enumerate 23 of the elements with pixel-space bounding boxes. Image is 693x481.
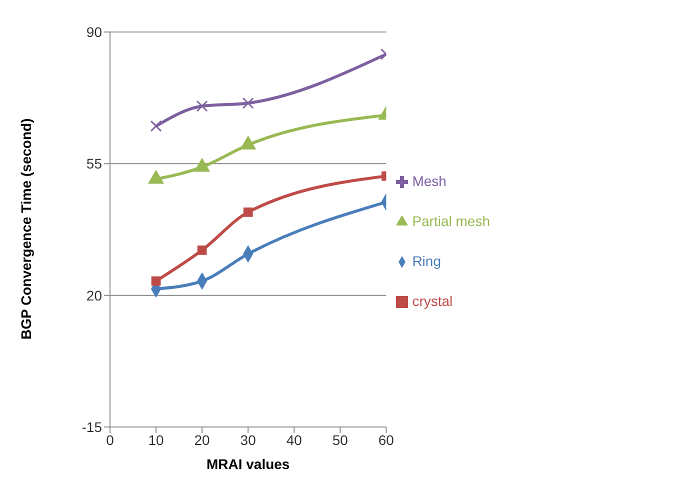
legend-label: Mesh xyxy=(412,172,446,188)
x-axis-title: MRAI values xyxy=(206,456,290,472)
x-tick-label: 10 xyxy=(148,432,164,448)
x-tick-label: 40 xyxy=(286,432,302,448)
legend-label: Partial mesh xyxy=(412,212,490,228)
point xyxy=(242,97,254,109)
point xyxy=(151,276,161,286)
y-tick-label: 20 xyxy=(86,287,102,304)
x-tick-label: 20 xyxy=(194,432,210,448)
x-tick-label: 60 xyxy=(378,432,394,448)
point xyxy=(150,120,162,132)
x-tick-label: 30 xyxy=(240,432,256,448)
x-tick-label: 50 xyxy=(332,432,348,448)
y-tick-label: 90 xyxy=(86,24,102,40)
y-axis-title: BGP Convergence Time (second) xyxy=(18,118,34,340)
y-tick-label: -15 xyxy=(82,418,102,435)
x-tick-label: 0 xyxy=(106,432,114,448)
legend-label: Ring xyxy=(412,252,441,268)
y-tick-label: 55 xyxy=(86,156,102,172)
point xyxy=(243,208,253,217)
point xyxy=(196,100,208,112)
point xyxy=(197,246,207,255)
legend-label: crystal xyxy=(412,292,453,308)
